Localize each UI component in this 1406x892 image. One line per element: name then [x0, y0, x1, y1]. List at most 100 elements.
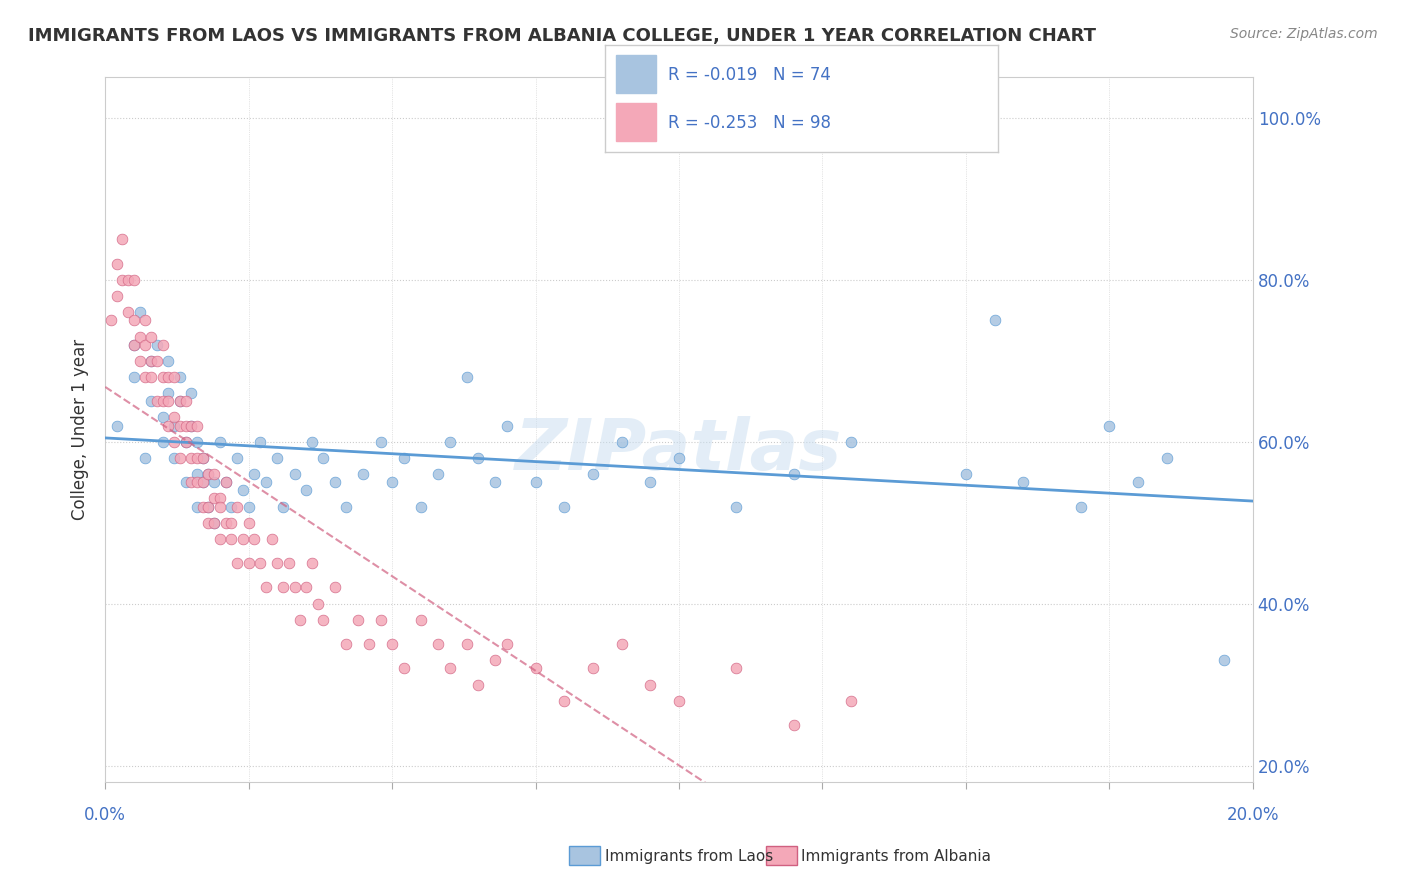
Point [249, 556, 271, 570]
Point [157, 418, 180, 433]
Point [307, 597, 329, 611]
Point [117, 273, 139, 287]
Point [254, 475, 277, 490]
Point [163, 418, 186, 433]
Point [226, 450, 249, 465]
Point [202, 516, 225, 530]
Point [191, 475, 214, 490]
Point [202, 475, 225, 490]
Point [134, 450, 156, 465]
Point [174, 434, 197, 449]
Point [290, 613, 312, 627]
Point [783, 467, 806, 482]
Point [122, 370, 145, 384]
Point [157, 394, 180, 409]
Point [134, 313, 156, 327]
Point [226, 500, 249, 514]
Point [152, 410, 174, 425]
Point [146, 353, 169, 368]
Point [208, 434, 231, 449]
Point [238, 500, 260, 514]
Point [496, 418, 519, 433]
Text: R = -0.253   N = 98: R = -0.253 N = 98 [668, 114, 831, 132]
Point [370, 613, 392, 627]
Point [221, 500, 243, 514]
Point [105, 289, 128, 303]
Point [524, 475, 547, 490]
Point [197, 500, 219, 514]
Point [640, 678, 662, 692]
Text: 0.0%: 0.0% [84, 806, 127, 824]
Point [197, 467, 219, 482]
Point [312, 450, 335, 465]
Point [232, 483, 254, 498]
Point [1012, 475, 1035, 490]
Point [186, 475, 208, 490]
Point [301, 434, 323, 449]
Point [484, 653, 506, 667]
Point [254, 581, 277, 595]
Point [484, 475, 506, 490]
Point [152, 337, 174, 351]
Point [174, 418, 197, 433]
Point [152, 394, 174, 409]
Point [232, 532, 254, 546]
Point [134, 337, 156, 351]
Point [370, 434, 392, 449]
Point [783, 718, 806, 732]
Point [295, 483, 318, 498]
Point [392, 661, 415, 675]
Point [260, 532, 283, 546]
Point [180, 418, 202, 433]
Text: IMMIGRANTS FROM LAOS VS IMMIGRANTS FROM ALBANIA COLLEGE, UNDER 1 YEAR CORRELATIO: IMMIGRANTS FROM LAOS VS IMMIGRANTS FROM … [28, 27, 1097, 45]
Point [839, 694, 862, 708]
Point [226, 556, 249, 570]
Point [180, 450, 202, 465]
Point [271, 581, 294, 595]
Point [215, 475, 238, 490]
Point [202, 467, 225, 482]
Point [191, 475, 214, 490]
Point [1156, 450, 1178, 465]
Point [208, 532, 231, 546]
Point [243, 467, 266, 482]
Point [668, 694, 690, 708]
Point [197, 516, 219, 530]
Point [346, 613, 368, 627]
Point [105, 257, 128, 271]
Point [1126, 475, 1149, 490]
Point [243, 532, 266, 546]
Point [725, 500, 748, 514]
Point [983, 313, 1005, 327]
Point [157, 386, 180, 401]
Point [610, 637, 633, 651]
Point [186, 500, 208, 514]
Point [169, 450, 191, 465]
Point [208, 500, 231, 514]
Point [215, 516, 238, 530]
Point [955, 467, 977, 482]
Point [409, 500, 432, 514]
Text: ZIPatlas: ZIPatlas [516, 417, 842, 485]
Point [174, 434, 197, 449]
Point [139, 370, 162, 384]
Point [169, 394, 191, 409]
Point [122, 313, 145, 327]
Point [467, 450, 489, 465]
Point [197, 467, 219, 482]
Point [335, 500, 357, 514]
Text: Immigrants from Albania: Immigrants from Albania [801, 849, 991, 863]
Point [610, 434, 633, 449]
Point [186, 467, 208, 482]
Point [202, 516, 225, 530]
Point [427, 637, 450, 651]
Point [640, 475, 662, 490]
Point [553, 500, 575, 514]
Point [1213, 653, 1236, 667]
Point [221, 532, 243, 546]
Point [128, 329, 150, 343]
Point [139, 329, 162, 343]
Point [174, 475, 197, 490]
Bar [616, 103, 655, 141]
Point [215, 475, 238, 490]
